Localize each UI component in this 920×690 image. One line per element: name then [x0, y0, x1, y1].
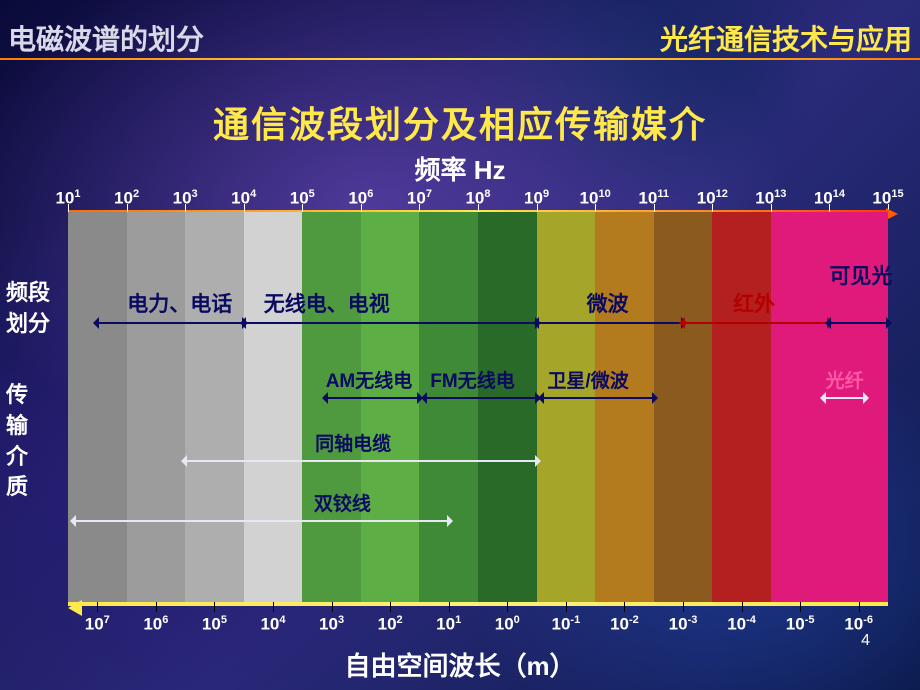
range-arrow: 可见光.arrow-line[style*="#0a0a60"]::before… — [829, 322, 888, 324]
range-label: AM无线电 — [326, 366, 413, 393]
spectrum-band — [771, 212, 830, 602]
spectrum-band — [595, 212, 654, 602]
spectrum-band — [127, 212, 186, 602]
wave-tick: 104 — [260, 614, 285, 635]
range-label: 卫星/微波 — [547, 366, 628, 393]
range-label: 红外 — [733, 288, 775, 318]
wave-tick: 10-1 — [551, 614, 580, 635]
range-label: 同轴电缆 — [315, 429, 391, 456]
wave-tick: 100 — [495, 614, 520, 635]
wave-tick: 10-5 — [786, 614, 815, 635]
range-arrow: 光纤 — [824, 397, 865, 399]
side-label-medium: 传输介质 — [6, 380, 28, 503]
spectrum-band — [361, 212, 420, 602]
spectrum-band — [419, 212, 478, 602]
range-arrow: 双铰线 — [74, 520, 449, 522]
spectrum-band — [185, 212, 244, 602]
range-label: 电力、电话 — [127, 288, 232, 318]
range-arrow: FM无线电 — [425, 397, 536, 399]
wave-tick: 106 — [143, 614, 168, 635]
bottom-axis-label: 自由空间波长（m） — [0, 646, 920, 683]
range-arrow: 卫星/微波 — [542, 397, 653, 399]
range-arrow: AM无线电 — [326, 397, 420, 399]
spectrum-band — [712, 212, 771, 602]
wave-tick: 107 — [85, 614, 110, 635]
wave-tick: 101 — [436, 614, 461, 635]
side-label-band: 频段划分 — [6, 278, 50, 340]
range-arrow: 微波.arrow-line[style*="#0a0a60"]::before{… — [537, 322, 683, 324]
freq-arrowhead — [886, 208, 904, 220]
wave-tick: 105 — [202, 614, 227, 635]
spectrum-band — [68, 212, 127, 602]
header-right: 光纤通信技术与应用 — [660, 18, 912, 58]
wave-tick: 10-4 — [727, 614, 756, 635]
wave-tick: 10-2 — [610, 614, 639, 635]
page-title: 通信波段划分及相应传输媒介 — [0, 96, 920, 148]
slide-number: 4 — [861, 632, 870, 650]
top-axis-label: 频率 Hz — [0, 150, 920, 187]
range-label: 微波 — [587, 288, 629, 318]
range-arrow: 电力、电话.arrow-line[style*="#0a0a60"]::befo… — [97, 322, 243, 324]
range-label: 无线电、电视 — [264, 288, 390, 318]
range-arrow: 同轴电缆 — [185, 460, 536, 462]
wave-tick: 103 — [319, 614, 344, 635]
wavelength-ruler — [68, 602, 888, 606]
range-label: 可见光 — [829, 260, 892, 290]
wave-tick: 102 — [378, 614, 403, 635]
range-label: FM无线电 — [430, 366, 514, 393]
spectrum-band — [302, 212, 361, 602]
range-label: 光纤 — [826, 366, 864, 393]
range-label: 双铰线 — [314, 489, 371, 516]
range-arrow: 红外.arrow-line[style*="#b40000"]::before{… — [683, 322, 829, 324]
range-arrow: 无线电、电视.arrow-line[style*="#0a0a60"]::bef… — [244, 322, 537, 324]
spectrum-chart: 电力、电话.arrow-line[style*="#0a0a60"]::befo… — [68, 212, 888, 602]
spectrum-band — [244, 212, 303, 602]
header-divider — [0, 58, 920, 60]
wavelength-axis: 107 106 105 104 103 102 101 100 10-1 10-2 10-3 10-4… — [68, 614, 888, 638]
header-left: 电磁波谱的划分 — [8, 18, 204, 58]
spectrum-band — [478, 212, 537, 602]
spectrum-band — [537, 212, 596, 602]
spectrum-band — [654, 212, 713, 602]
wave-tick: 10-3 — [669, 614, 698, 635]
